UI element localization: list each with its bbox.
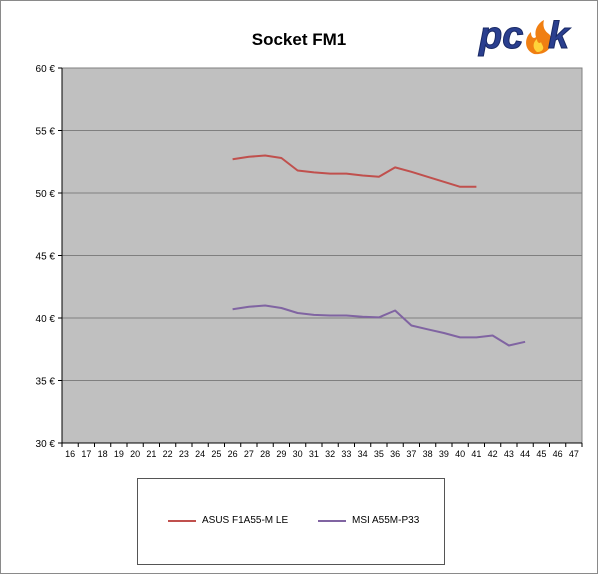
x-tick-label: 22 [163, 449, 173, 459]
svg-text:pc: pc [478, 15, 523, 57]
y-tick-label: 55 € [36, 127, 56, 138]
x-tick-label: 29 [276, 449, 286, 459]
x-tick-label: 38 [423, 449, 433, 459]
x-tick-label: 32 [325, 449, 335, 459]
x-tick-label: 27 [244, 449, 254, 459]
x-tick-label: 34 [358, 449, 368, 459]
y-tick-label: 35 € [36, 377, 56, 388]
x-tick-label: 24 [195, 449, 205, 459]
x-axis-ticks: 16 17 18 19 20 21 22 23 24 25 26 27 28 29 30 31 32 33 34 35… [61, 443, 583, 459]
x-tick-label: 17 [81, 449, 91, 459]
x-tick-label: 16 [65, 449, 75, 459]
legend: ASUS F1A55-M LE MSI A55M-P33 [137, 478, 445, 565]
x-tick-label: 39 [439, 449, 449, 459]
x-tick-label: 42 [488, 449, 498, 459]
x-tick-label: 35 [374, 449, 384, 459]
series-lines [232, 154, 526, 347]
y-tick-label: 60 € [36, 64, 56, 75]
x-tick-label: 41 [471, 449, 481, 459]
x-tick-label: 43 [504, 449, 514, 459]
x-tick-label: 44 [520, 449, 530, 459]
x-tick-label: 31 [309, 449, 319, 459]
x-tick-label: 36 [390, 449, 400, 459]
x-tick-label: 19 [114, 449, 124, 459]
y-tick-label: 40 € [36, 314, 56, 325]
y-axis-ticks: 30 € 35 € 40 € 45 € 50 € 55 € 60 € [36, 64, 62, 450]
legend-item-msi: MSI A55M-P33 [318, 515, 419, 526]
pcsk-logo: pc k [478, 15, 572, 58]
x-tick-label: 40 [455, 449, 465, 459]
legend-label-msi: MSI A55M-P33 [352, 515, 420, 526]
x-tick-label: 20 [130, 449, 140, 459]
gridlines [62, 67, 582, 381]
series-line-asus [232, 154, 477, 188]
series-line-msi [232, 304, 526, 347]
x-tick-label: 25 [211, 449, 221, 459]
x-tick-label: 23 [179, 449, 189, 459]
legend-label-asus: ASUS F1A55-M LE [202, 515, 289, 526]
x-tick-label: 28 [260, 449, 270, 459]
x-tick-label: 18 [98, 449, 108, 459]
y-tick-label: 30 € [36, 439, 56, 450]
x-tick-label: 21 [146, 449, 156, 459]
y-tick-label: 50 € [36, 189, 56, 200]
chart-title: Socket FM1 [251, 30, 347, 49]
x-tick-label: 30 [293, 449, 303, 459]
x-tick-label: 33 [341, 449, 351, 459]
svg-text:k: k [548, 15, 571, 57]
legend-swatch-asus [168, 519, 196, 522]
legend-swatch-msi [318, 519, 346, 522]
x-tick-label: 46 [553, 449, 563, 459]
x-tick-label: 45 [536, 449, 546, 459]
x-tick-label: 47 [569, 449, 579, 459]
legend-item-asus: ASUS F1A55-M LE [168, 515, 288, 526]
x-tick-label: 26 [228, 449, 238, 459]
x-tick-label: 37 [406, 449, 416, 459]
y-tick-label: 45 € [36, 252, 56, 263]
